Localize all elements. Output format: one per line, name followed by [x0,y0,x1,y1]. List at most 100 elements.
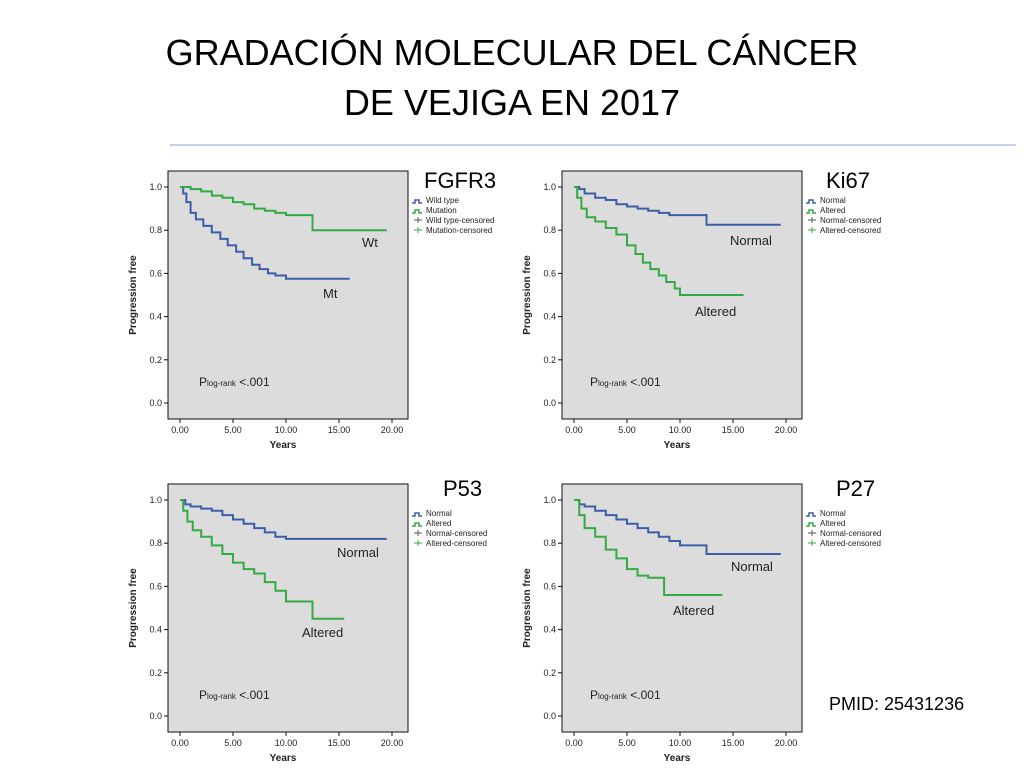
p3-pvalue-text: Plog-rank <.001 [199,688,270,702]
p3-x-axis-label: Years [270,753,297,764]
p4-y-tick-label: 0.2 [543,668,556,678]
p3-legend-censor-mark [414,540,422,546]
p1-x-tick-label: 5.00 [224,425,242,435]
p2-y-tick-label: 0.6 [543,268,556,278]
p3-x-tick-label: 10.00 [275,738,298,748]
p4-legend-swatch [806,522,816,527]
p4-x-tick-label: 5.00 [618,738,636,748]
p2-x-tick-label: 15.00 [722,425,745,435]
p3-x-tick-label: 5.00 [224,738,242,748]
p1-x-tick-label: 0.00 [171,425,189,435]
p3-legend-censor-mark [414,530,422,536]
p1-y-tick-label: 0.8 [149,225,162,235]
p1-legend-entry: Mutation [426,206,457,215]
p3-y-axis-label: Progression free [128,568,139,648]
p3-y-tick-label: 0.4 [149,625,162,635]
p1-series-green-curve [180,186,387,232]
panel-label-p53: P53 [443,476,483,501]
p2-legend-swatch [806,209,816,214]
p4-curve-label-green: Altered [673,603,714,618]
p2-y-tick-label: 0.8 [543,225,556,235]
title-underline [170,144,1016,146]
p4-x-tick-label: 10.00 [669,738,692,748]
p1-curve-label-blue: Wt [362,235,378,250]
p4-series-green-curve [574,499,723,597]
p3-legend-swatch [412,512,422,517]
p2-series-green-curve [574,186,744,296]
p1-legend-censor-mark [414,227,422,233]
p2-curve-label-blue: Normal [730,233,772,248]
p1-y-tick-label: 0.4 [149,312,162,322]
panel-label-p27: P27 [836,476,876,501]
p4-x-tick-label: 0.00 [565,738,583,748]
p4-plot-area [561,483,803,733]
p2-y-tick-label: 0.0 [543,398,556,408]
p3-y-tick-label: 0.0 [149,711,162,721]
p1-legend-swatch [412,209,422,214]
panel-label-fgfr3: FGFR3 [424,168,497,193]
p3-y-tick-label: 0.8 [149,538,162,548]
p1-y-tick-label: 1.0 [149,182,162,192]
p4-y-tick-label: 0.6 [543,581,556,591]
p3-legend-swatch [412,522,422,527]
p2-pvalue-text: Plog-rank <.001 [590,375,661,389]
p3-y-tick-label: 1.0 [149,495,162,505]
p4-curve-label-blue: Normal [731,559,773,574]
pmid-reference: PMID: 25431236 [829,694,965,714]
p1-x-tick-label: 15.00 [328,425,351,435]
p2-legend-entry: Altered-censored [820,226,881,235]
p2-legend-swatch [806,199,816,204]
p3-legend-entry: Altered [426,519,451,528]
p3-y-tick-label: 0.2 [149,668,162,678]
p2-y-tick-label: 1.0 [543,182,556,192]
p3-series-green-curve [180,499,345,620]
p3-legend-entry: Normal-censored [426,529,487,538]
p2-legend-entry: Normal [820,196,846,205]
p3-curve-label-blue: Normal [337,545,379,560]
p1-legend-swatch [412,199,422,204]
p2-y-axis-label: Progression free [522,255,533,335]
p1-y-tick-label: 0.2 [149,355,162,365]
p1-legend-entry: Wild type-censored [426,216,494,225]
p4-y-axis-label: Progression free [522,568,533,648]
p4-y-tick-label: 0.0 [543,711,556,721]
p3-x-tick-label: 0.00 [171,738,189,748]
p1-series-blue-curve [180,186,350,280]
p1-curve-label-green: Mt [323,286,338,301]
p2-x-tick-label: 20.00 [775,425,798,435]
p4-legend-censor-mark [808,530,816,536]
p2-x-tick-label: 0.00 [565,425,583,435]
p2-curve-label-green: Altered [695,304,736,319]
p4-legend-swatch [806,512,816,517]
p4-x-tick-label: 15.00 [722,738,745,748]
p4-legend-entry: Altered [820,519,845,528]
panel-label-ki67: Ki67 [826,168,871,193]
p4-x-axis-label: Years [664,753,691,764]
p2-legend-entry: Altered [820,206,845,215]
p4-y-tick-label: 0.8 [543,538,556,548]
p4-y-tick-label: 1.0 [543,495,556,505]
p3-curve-label-green: Altered [302,625,343,640]
p1-plot-area [167,170,409,420]
p1-y-tick-label: 0.0 [149,398,162,408]
p4-y-tick-label: 0.4 [543,625,556,635]
p1-legend-entry: Mutation-censored [426,226,492,235]
p2-y-tick-label: 0.4 [543,312,556,322]
p1-legend-entry: Wild type [426,196,459,205]
p1-x-tick-label: 10.00 [275,425,298,435]
p4-legend-entry: Normal-censored [820,529,881,538]
p4-series-blue-curve [574,499,781,555]
p2-legend-entry: Normal-censored [820,216,881,225]
slide-title-line-1: GRADACIÓN MOLECULAR DEL CÁNCER [165,32,859,73]
p3-y-tick-label: 0.6 [149,581,162,591]
p2-legend-censor-mark [808,227,816,233]
slide-title-line-2: DE VEJIGA EN 2017 [343,82,681,123]
p4-legend-entry: Altered-censored [820,539,881,548]
p2-x-axis-label: Years [664,440,691,451]
p2-y-tick-label: 0.2 [543,355,556,365]
p4-x-tick-label: 20.00 [775,738,798,748]
p4-legend-censor-mark [808,540,816,546]
p1-legend-censor-mark [414,217,422,223]
p1-y-axis-label: Progression free [128,255,139,335]
